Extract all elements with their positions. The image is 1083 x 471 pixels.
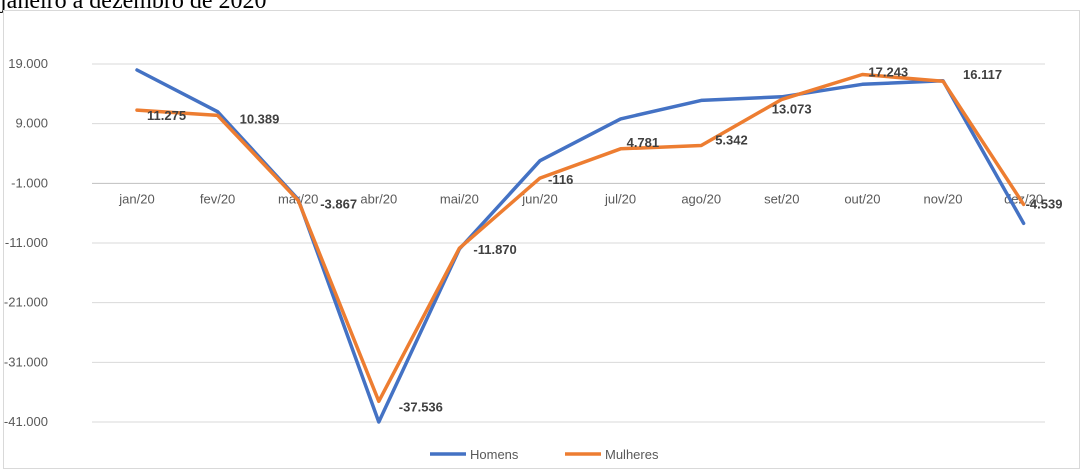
x-tick-label: nov/20 [923, 191, 962, 206]
y-tick-label: -31.000 [4, 354, 48, 369]
data-label: 13.073 [772, 101, 812, 116]
y-tick-label: -41.000 [4, 414, 48, 429]
y-tick-label: -1.000 [11, 175, 48, 190]
y-tick-label: -21.000 [4, 295, 48, 310]
data-label: -116 [548, 172, 573, 187]
legend-label: Homens [470, 447, 519, 462]
legend-label: Mulheres [605, 447, 659, 462]
data-label: 10.389 [240, 111, 280, 126]
x-tick-label: out/20 [844, 191, 880, 206]
x-tick-label: mai/20 [440, 191, 479, 206]
data-label: -37.536 [399, 399, 443, 414]
x-tick-label: abr/20 [360, 191, 397, 206]
x-tick-label: jun/20 [521, 191, 557, 206]
data-label: -3.867 [320, 196, 357, 211]
x-tick-label: set/20 [764, 191, 799, 206]
y-tick-label: -11.000 [5, 235, 48, 250]
series-line-mulheres [135, 72, 1026, 404]
x-tick-label: jan/20 [118, 191, 154, 206]
data-label: -11.870 [473, 242, 516, 257]
data-label: 5.342 [715, 132, 748, 147]
x-tick-label: fev/20 [200, 191, 235, 206]
chart-frame [3, 10, 1080, 469]
data-label: 16.117 [963, 67, 1002, 82]
data-label: 17.243 [868, 64, 908, 79]
x-tick-label: jul/20 [604, 191, 636, 206]
y-tick-label: 9.000 [15, 116, 48, 131]
x-tick-label: ago/20 [681, 191, 721, 206]
data-label: 4.781 [627, 135, 660, 150]
data-label: 11.275 [147, 108, 186, 123]
y-tick-label: 19.000 [8, 56, 48, 71]
data-label: -4.539 [1026, 196, 1063, 211]
